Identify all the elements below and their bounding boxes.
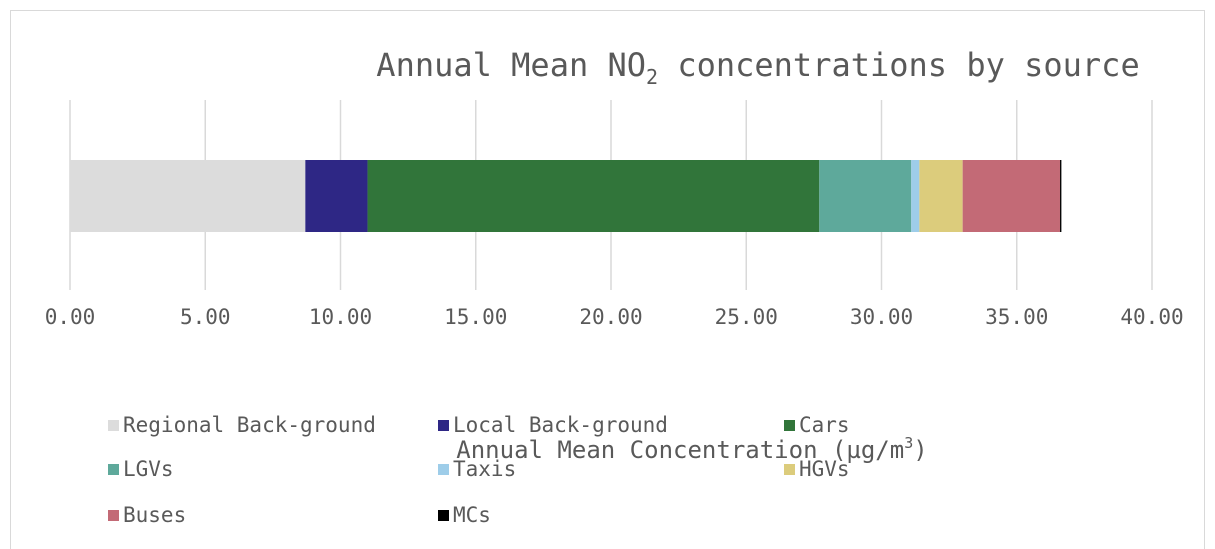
bar-segment-regional-back-ground [70, 160, 306, 232]
x-tick-label: 20.00 [579, 305, 642, 329]
legend-swatch [438, 420, 449, 431]
legend-label: Local Back-ground [453, 413, 668, 437]
x-tick-label: 35.00 [985, 305, 1048, 329]
legend-swatch [438, 464, 449, 475]
x-tick-label: 5.00 [180, 305, 231, 329]
legend-item-taxis: Taxis [438, 457, 516, 481]
bar-segment-local-back-ground [305, 160, 368, 232]
legend-item-hgvs: HGVs [784, 457, 850, 481]
legend-swatch [784, 464, 795, 475]
legend: Regional Back-ground Local Back-ground Car… [108, 413, 850, 527]
legend-label: Taxis [453, 457, 516, 481]
x-axis-title: Annual Mean Concentration (µg/m3) [456, 434, 927, 464]
bar-segment-mcs [1060, 160, 1062, 232]
legend-label: Buses [123, 503, 186, 527]
legend-label: HGVs [799, 457, 850, 481]
legend-item-mcs: MCs [438, 503, 491, 527]
legend-label: Cars [799, 413, 850, 437]
chart-frame [10, 10, 1205, 549]
legend-item-lgvs: LGVs [108, 457, 174, 481]
legend-item-local-back-ground: Local Back-ground [438, 413, 668, 437]
chart-title: Annual Mean NO2 concentrations by source [376, 46, 1139, 89]
x-tick-label: 10.00 [309, 305, 372, 329]
x-axis-title-superscript: 3 [904, 434, 913, 452]
x-tick-label: 25.00 [715, 305, 778, 329]
legend-item-cars: Cars [784, 413, 850, 437]
x-axis-title-text: Annual Mean Concentration (µg/m [456, 436, 904, 464]
title-subscript: 2 [646, 65, 658, 89]
x-tick-label: 40.00 [1120, 305, 1183, 329]
title-prefix: Annual Mean NO [376, 46, 646, 84]
x-tick-label: 15.00 [444, 305, 507, 329]
legend-label: LGVs [123, 457, 174, 481]
legend-swatch [108, 420, 119, 431]
legend-item-regional-back-ground: Regional Back-ground [108, 413, 376, 437]
x-tick-labels: 0.00 5.00 10.00 15.00 20.00 25.00 30.00 35.00 40… [45, 305, 1184, 329]
legend-swatch [438, 510, 449, 521]
bar-segment-taxis [911, 160, 920, 232]
bar-segments [70, 160, 1062, 232]
legend-swatch [108, 510, 119, 521]
legend-swatch [108, 464, 119, 475]
title-suffix: concentrations by source [658, 46, 1140, 84]
bar-segment-buses [962, 160, 1061, 232]
legend-label: Regional Back-ground [123, 413, 376, 437]
legend-swatch [784, 420, 795, 431]
bar-segment-hgvs [919, 160, 963, 232]
x-tick-label: 0.00 [45, 305, 96, 329]
legend-label: MCs [453, 503, 491, 527]
x-tick-label: 30.00 [850, 305, 913, 329]
x-axis-title-suffix: ) [913, 436, 927, 464]
bar-segment-lgvs [819, 160, 912, 232]
legend-item-buses: Buses [108, 503, 186, 527]
bar-segment-cars [367, 160, 820, 232]
